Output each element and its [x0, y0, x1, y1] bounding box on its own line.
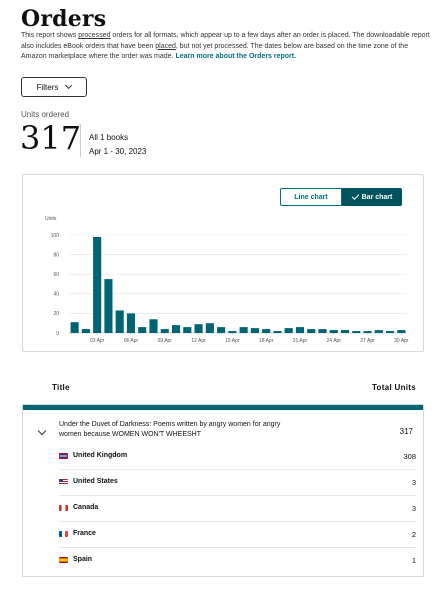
bar — [363, 331, 372, 333]
bar — [295, 327, 305, 333]
bar — [81, 329, 90, 333]
country-row: United States 3 — [59, 470, 416, 496]
bar-chart-button[interactable]: Bar chart — [342, 188, 402, 206]
bar — [284, 328, 293, 333]
spain-flag-icon — [59, 557, 68, 563]
country-name: Spain — [73, 556, 93, 563]
line-chart-button[interactable]: Line chart — [280, 188, 342, 206]
country-row: Spain 1 — [59, 548, 416, 574]
x-tick-label: 24 Apr — [327, 338, 342, 344]
x-tick-label: 21 Apr — [293, 338, 308, 344]
us-flag-icon — [59, 479, 68, 485]
bar — [386, 331, 395, 333]
x-tick-label: 09 Apr — [158, 338, 173, 344]
summary-divider — [80, 124, 81, 157]
country-name: United States — [73, 478, 118, 485]
bar — [138, 327, 147, 333]
chevron-down-icon[interactable] — [37, 426, 47, 436]
x-tick-label: 12 Apr — [191, 338, 206, 344]
processed-term: processed — [78, 32, 111, 39]
line-chart-label: Line chart — [294, 193, 328, 201]
bar — [160, 329, 169, 333]
intro-text: , but not yet processed. The dates below… — [21, 42, 409, 61]
y-tick-label: 60 — [53, 272, 59, 278]
bar — [171, 325, 181, 333]
y-tick-label: 100 — [51, 233, 60, 239]
bar — [183, 327, 192, 333]
chart-type-toggle: Line chart Bar chart — [280, 188, 402, 206]
orders-table: Under the Duvet of Darkness: Poems writt… — [22, 404, 424, 577]
country-name: France — [73, 530, 96, 537]
x-tick-label: 30 Apr — [394, 338, 409, 344]
country-row: Canada 3 — [59, 496, 416, 522]
chevron-down-icon — [65, 81, 73, 90]
bar — [273, 331, 282, 333]
column-header-title: Title — [52, 383, 70, 392]
placed-term: placed — [155, 42, 176, 50]
canada-flag-icon — [59, 505, 68, 511]
book-title: Under the Duvet of Darkness: Poems writt… — [59, 421, 281, 438]
y-tick-label: 80 — [53, 252, 59, 258]
bar — [352, 331, 361, 333]
learn-more-link[interactable]: Learn more about the Orders report. — [175, 53, 297, 60]
units-ordered-value: 317 — [20, 119, 82, 157]
bar — [149, 319, 158, 333]
country-units: 308 — [403, 452, 416, 461]
country-name: United Kingdom — [73, 452, 128, 459]
bar-chart: Units 0 20 40 60 80 100 03 Apr 06 Apr 09 Apr 12 Ap… — [45, 216, 409, 344]
filters-label: Filters — [36, 82, 59, 92]
bar — [93, 236, 102, 333]
books-count: All 1 books — [89, 133, 129, 142]
date-range: Apr 1 - 30, 2023 — [89, 147, 147, 156]
bar — [250, 328, 259, 333]
units-ordered-label: Units ordered — [21, 110, 70, 119]
uk-flag-icon — [59, 453, 68, 459]
bar — [374, 330, 383, 333]
bar — [239, 327, 248, 333]
bar — [126, 313, 136, 333]
country-row: United Kingdom 308 — [59, 444, 416, 470]
bar — [262, 329, 271, 333]
x-tick-label: 03 Apr — [90, 338, 105, 344]
bar — [307, 329, 316, 333]
y-tick-label: 0 — [56, 331, 59, 337]
filters-button[interactable]: Filters — [21, 77, 87, 97]
y-tick-label: 40 — [53, 292, 59, 298]
bar — [70, 322, 79, 333]
bar — [194, 324, 203, 333]
x-tick-label: 18 Apr — [259, 338, 274, 344]
y-tick-label: 20 — [53, 311, 59, 317]
x-tick-label: 15 Apr — [225, 338, 240, 344]
page-title: Orders — [21, 6, 107, 32]
bar — [329, 330, 338, 333]
country-name: Canada — [73, 504, 99, 511]
bar — [397, 330, 406, 333]
report-description: This report shows processed orders for a… — [21, 31, 431, 63]
x-tick-label: 27 Apr — [360, 338, 375, 344]
bar — [205, 323, 214, 333]
bar-chart-label: Bar chart — [361, 193, 393, 201]
bar — [115, 310, 124, 333]
france-flag-icon — [59, 531, 68, 537]
country-row: France 2 — [59, 522, 416, 548]
x-tick-label: 06 Apr — [124, 338, 139, 344]
bar — [217, 327, 226, 333]
book-total-units: 317 — [399, 427, 413, 436]
country-units: 3 — [411, 478, 416, 487]
bar — [340, 330, 350, 333]
intro-text: This report shows — [21, 32, 79, 39]
country-units: 1 — [411, 556, 416, 565]
book-row: Under the Duvet of Darkness: Poems writt… — [23, 414, 423, 449]
country-units: 3 — [411, 504, 416, 513]
column-header-total-units: Total Units — [371, 383, 416, 392]
country-units: 2 — [411, 530, 416, 539]
y-axis-label: Units — [45, 216, 57, 222]
checkmark-icon — [351, 191, 360, 200]
table-accent-bar — [23, 405, 423, 410]
bar — [318, 329, 327, 333]
intro-text: orders for all formats, which appear up … — [21, 32, 430, 50]
chart-card: Units 0 20 40 60 80 100 03 Apr 06 Apr 09 Apr 12 Ap… — [22, 174, 424, 352]
bar — [104, 279, 113, 333]
bar — [228, 331, 237, 333]
